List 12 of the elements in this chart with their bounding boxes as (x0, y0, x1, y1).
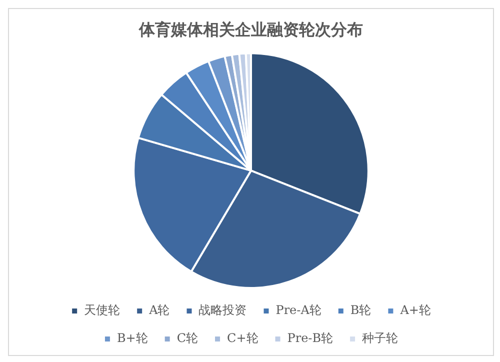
legend-label: 战略投资 (198, 303, 247, 318)
chart-title: 体育媒体相关企业融资轮次分布 (138, 20, 363, 39)
legend-label: A轮 (148, 303, 170, 318)
legend-label: C轮 (176, 331, 198, 346)
legend-label: Pre-A轮 (276, 303, 322, 318)
legend-label: B轮 (350, 303, 372, 318)
legend-label: 种子轮 (362, 331, 398, 346)
legend-label: B+轮 (116, 331, 148, 346)
legend-label: 天使轮 (84, 303, 120, 318)
legend-label: A+轮 (399, 303, 431, 318)
legend-label: Pre-B轮 (287, 331, 334, 346)
legend-label: C+轮 (227, 331, 258, 346)
